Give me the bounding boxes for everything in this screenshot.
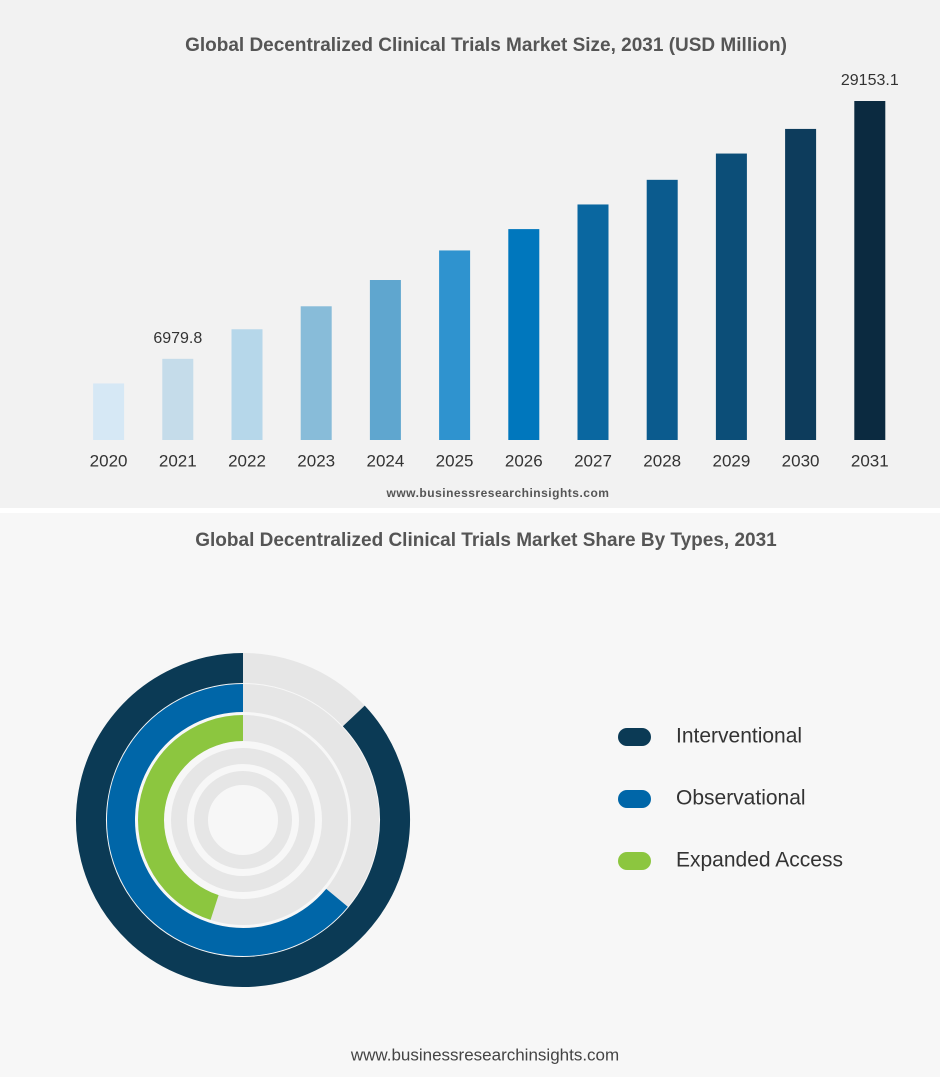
bar bbox=[785, 128, 817, 440]
x-tick-label: 2025 bbox=[436, 451, 474, 470]
legend-swatch bbox=[618, 790, 651, 808]
bar bbox=[439, 250, 471, 440]
bar bbox=[646, 179, 678, 441]
bar bbox=[854, 101, 886, 440]
ring-track bbox=[194, 771, 292, 869]
chart-title: Global Decentralized Clinical Trials Mar… bbox=[185, 35, 787, 56]
bar bbox=[508, 229, 540, 440]
source: www.businessresearchinsights.com bbox=[350, 1045, 619, 1064]
x-tick-label: 2022 bbox=[228, 451, 266, 470]
legend-label: Observational bbox=[676, 787, 806, 810]
x-tick-label: 2024 bbox=[366, 451, 404, 470]
data-label: 6979.8 bbox=[153, 330, 202, 347]
bar bbox=[162, 358, 194, 440]
bar bbox=[715, 153, 747, 440]
legend-label: Expanded Access bbox=[676, 849, 843, 872]
x-tick-label: 2027 bbox=[574, 451, 612, 470]
data-label: 29153.1 bbox=[841, 72, 899, 89]
x-tick-label: 2021 bbox=[159, 451, 197, 470]
bar bbox=[577, 204, 609, 440]
bar bbox=[231, 329, 263, 440]
legend-swatch bbox=[618, 852, 651, 870]
x-tick-label: 2031 bbox=[851, 451, 889, 470]
x-tick-label: 2026 bbox=[505, 451, 543, 470]
x-tick-label: 2023 bbox=[297, 451, 335, 470]
x-tick-label: 2030 bbox=[782, 451, 820, 470]
bar bbox=[369, 280, 401, 440]
ring-arc bbox=[107, 684, 348, 956]
chart-title: Global Decentralized Clinical Trials Mar… bbox=[195, 530, 777, 551]
ring-track bbox=[171, 748, 315, 892]
bar bbox=[300, 306, 332, 440]
x-tick-label: 2020 bbox=[90, 451, 128, 470]
ring-arc bbox=[76, 653, 410, 987]
legend-swatch bbox=[618, 728, 651, 746]
source: www.businessresearchinsights.com bbox=[386, 486, 610, 500]
ring-arc bbox=[138, 715, 244, 920]
legend-label: Interventional bbox=[676, 725, 802, 748]
bar bbox=[93, 383, 125, 440]
x-tick-label: 2028 bbox=[643, 451, 681, 470]
x-tick-label: 2029 bbox=[712, 451, 750, 470]
